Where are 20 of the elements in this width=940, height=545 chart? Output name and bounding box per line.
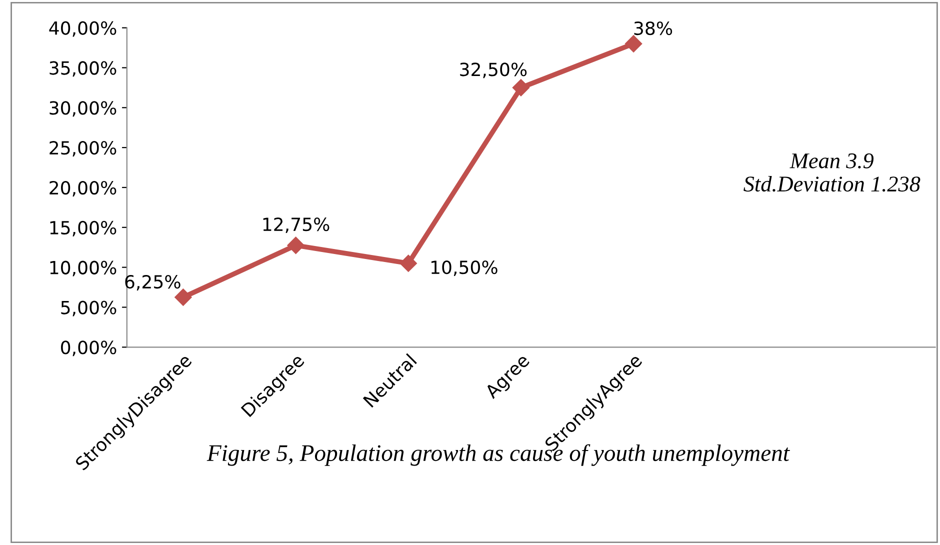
y-tick-label: 0,00% bbox=[61, 340, 116, 356]
point bbox=[625, 35, 642, 52]
data-label: 6,25% bbox=[125, 274, 180, 290]
data-label: 38% bbox=[634, 21, 672, 36]
data-label: 12,75% bbox=[263, 218, 330, 234]
point bbox=[400, 254, 417, 272]
text: Mean 3.9 Std.Deviation 1.238 bbox=[744, 153, 920, 192]
y-tick-label: 40,00% bbox=[49, 21, 116, 37]
point bbox=[174, 288, 192, 306]
point bbox=[287, 236, 304, 254]
y-tick-label: 10,00% bbox=[50, 260, 116, 276]
data-label: 10,50% bbox=[431, 260, 498, 276]
data-label: 32,50% bbox=[460, 62, 527, 78]
point bbox=[512, 79, 530, 96]
y-tick-label: 25,00% bbox=[50, 141, 116, 157]
y-tick-label: 30,00% bbox=[50, 101, 116, 117]
y-tick-label: 5,00% bbox=[61, 300, 116, 316]
y-tick-label: 20,00% bbox=[50, 180, 116, 196]
y-tick-label: 15,00% bbox=[50, 220, 116, 236]
y-tick-label: 35,00% bbox=[50, 61, 116, 77]
